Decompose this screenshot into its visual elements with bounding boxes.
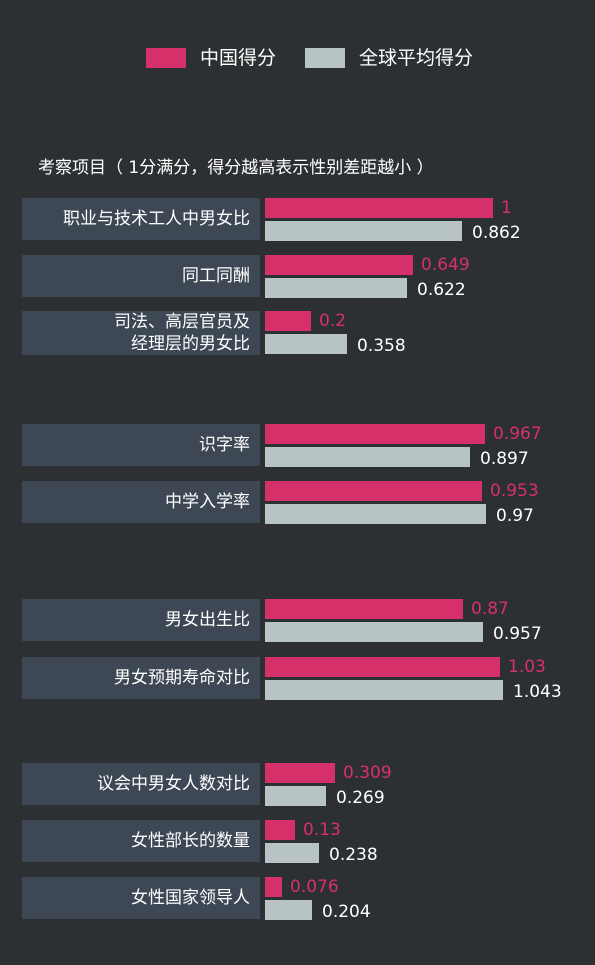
- category-label: 司法、高层官员及 经理层的男女比: [114, 312, 250, 354]
- bar-value-label-global: 0.862: [472, 223, 521, 243]
- bar-china: [265, 657, 500, 677]
- bar-global: [265, 622, 483, 642]
- bar-global: [265, 447, 470, 467]
- bar-value-label-global: 0.622: [417, 280, 466, 300]
- category-label: 男女出生比: [165, 610, 250, 630]
- category-label: 女性国家领导人: [131, 888, 250, 908]
- bar-value-label-global: 0.897: [480, 449, 529, 469]
- bar-global: [265, 900, 312, 920]
- category-label: 职业与技术工人中男女比: [63, 209, 250, 229]
- legend-swatch-china: [146, 48, 186, 68]
- bar-global: [265, 680, 503, 700]
- category-label-panel: 议会中男女人数对比: [22, 763, 260, 805]
- bar-china: [265, 198, 493, 218]
- bar-china: [265, 820, 295, 840]
- bar-china: [265, 481, 482, 501]
- legend-label-global: 全球平均得分: [359, 47, 474, 69]
- bar-global: [265, 843, 319, 863]
- category-label-panel: 男女预期寿命对比: [22, 657, 260, 699]
- bar-value-label-china: 0.13: [303, 820, 341, 840]
- category-label-panel: 识字率: [22, 424, 260, 466]
- category-label-panel: 司法、高层官员及 经理层的男女比: [22, 311, 260, 355]
- bar-china: [265, 763, 335, 783]
- bar-china: [265, 877, 282, 897]
- bar-global: [265, 786, 326, 806]
- bar-value-label-global: 0.957: [493, 624, 542, 644]
- bar-china: [265, 255, 413, 275]
- bar-global: [265, 278, 407, 298]
- category-label: 识字率: [199, 435, 250, 455]
- category-label-panel: 中学入学率: [22, 481, 260, 523]
- bar-china: [265, 599, 463, 619]
- bar-value-label-global: 0.204: [322, 902, 371, 922]
- bar-value-label-china: 0.953: [490, 481, 539, 501]
- bar-value-label-china: 0.967: [493, 424, 542, 444]
- legend-swatch-global: [305, 48, 345, 68]
- bar-value-label-global: 0.97: [496, 506, 534, 526]
- legend-label-china: 中国得分: [200, 47, 277, 69]
- legend: 中国得分 全球平均得分: [0, 40, 595, 80]
- bar-global: [265, 504, 486, 524]
- bar-value-label-china: 1.03: [508, 657, 546, 677]
- bar-value-label-china: 1: [501, 198, 512, 218]
- category-label-panel: 女性部长的数量: [22, 820, 260, 862]
- bar-global: [265, 334, 347, 354]
- bar-value-label-global: 0.238: [329, 845, 378, 865]
- chart-subtitle: 考察项目（ 1分满分，得分越高表示性别差距越小 ）: [38, 158, 434, 178]
- bar-value-label-global: 0.269: [336, 788, 385, 808]
- category-label-panel: 职业与技术工人中男女比: [22, 198, 260, 240]
- category-label: 中学入学率: [165, 492, 250, 512]
- category-label: 同工同酬: [182, 266, 250, 286]
- category-label: 议会中男女人数对比: [97, 774, 250, 794]
- bar-value-label-china: 0.2: [319, 311, 347, 331]
- bar-china: [265, 311, 311, 331]
- bar-value-label-china: 0.309: [343, 763, 392, 783]
- bar-value-label-china: 0.076: [290, 877, 339, 897]
- bar-value-label-global: 0.358: [357, 336, 406, 356]
- category-label: 女性部长的数量: [131, 831, 250, 851]
- category-label-panel: 女性国家领导人: [22, 877, 260, 919]
- bar-global: [265, 221, 462, 241]
- bar-value-label-china: 0.649: [421, 255, 470, 275]
- category-label-panel: 同工同酬: [22, 255, 260, 297]
- bar-value-label-global: 1.043: [513, 682, 562, 702]
- bar-china: [265, 424, 485, 444]
- bar-value-label-china: 0.87: [471, 599, 509, 619]
- category-label: 男女预期寿命对比: [114, 668, 250, 688]
- category-label-panel: 男女出生比: [22, 599, 260, 641]
